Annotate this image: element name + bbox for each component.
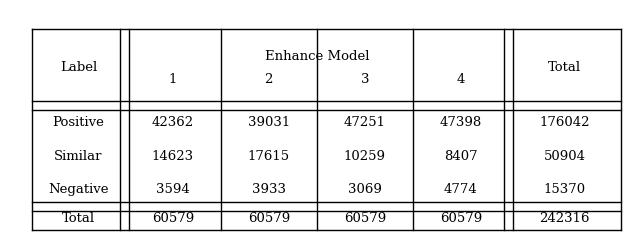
Text: 60579: 60579 [344,212,386,225]
Text: 60579: 60579 [248,212,290,225]
Text: 47398: 47398 [440,116,482,129]
Text: 17615: 17615 [248,150,290,162]
Text: 242316: 242316 [540,212,590,225]
Text: Similar: Similar [54,150,102,162]
Text: Label: Label [60,61,97,74]
Text: 60579: 60579 [440,212,482,225]
Text: Negative: Negative [48,183,109,196]
Text: 3933: 3933 [252,183,286,196]
Text: 176042: 176042 [540,116,590,129]
Text: 3069: 3069 [348,183,381,196]
Text: 14623: 14623 [152,150,194,162]
Text: 4: 4 [456,73,465,86]
Text: Total: Total [548,61,581,74]
Text: 50904: 50904 [544,150,586,162]
Text: 39031: 39031 [248,116,290,129]
Text: Positive: Positive [52,116,104,129]
Text: 3594: 3594 [156,183,189,196]
Text: 47251: 47251 [344,116,386,129]
Text: 8407: 8407 [444,150,477,162]
Text: 60579: 60579 [152,212,194,225]
Text: Enhance Model: Enhance Model [264,50,369,63]
Text: 2: 2 [264,73,273,86]
Text: 42362: 42362 [152,116,194,129]
Text: Total: Total [62,212,95,225]
Text: 1: 1 [168,73,177,86]
Text: 15370: 15370 [544,183,586,196]
Text: 10259: 10259 [344,150,386,162]
Text: 4774: 4774 [444,183,477,196]
Text: 3: 3 [360,73,369,86]
